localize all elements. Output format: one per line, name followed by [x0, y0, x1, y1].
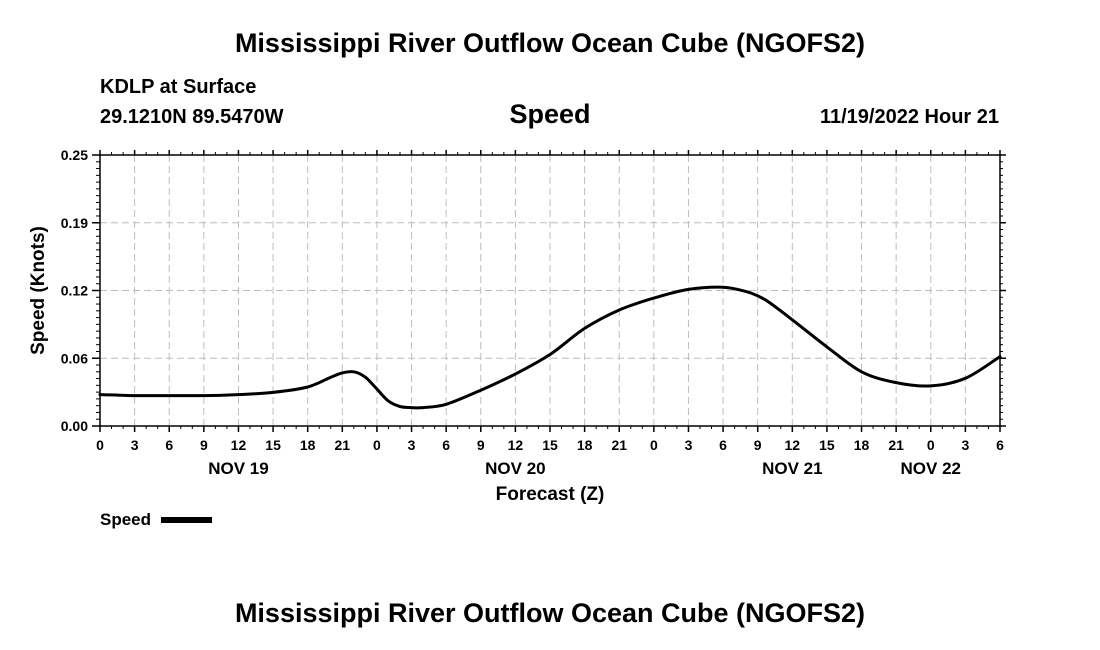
x-tick-label: 9 [200, 437, 208, 453]
axis-labels: 0 3 6 9 12 15 18 21 0 3 6 9 12 15 18 21 0 3 6 9 12 15 18 21 0 3 6 0… [28, 147, 1004, 505]
x-tick-label: 15 [265, 437, 281, 453]
x-tick-label: 18 [300, 437, 316, 453]
x-tick-label: 3 [408, 437, 416, 453]
x-tick-label: 6 [719, 437, 727, 453]
y-tick-label: 0.19 [61, 215, 88, 231]
x-tick-label: 21 [611, 437, 627, 453]
date-label: NOV 21 [762, 459, 822, 478]
date-label: NOV 20 [485, 459, 545, 478]
y-axis-title: Speed (Knots) [28, 226, 49, 355]
axes [92, 150, 1006, 432]
x-axis-title: Forecast (Z) [496, 484, 605, 505]
x-tick-label: 0 [373, 437, 381, 453]
x-tick-label: 3 [685, 437, 693, 453]
legend-label: Speed [100, 510, 152, 529]
series-line-speed [98, 285, 1002, 410]
series [98, 285, 1002, 410]
x-tick-label: 12 [508, 437, 524, 453]
y-tick-label: 0.25 [61, 147, 88, 163]
x-tick-label: 18 [854, 437, 870, 453]
y-tick-label: 0.06 [61, 350, 88, 366]
x-tick-label: 3 [961, 437, 969, 453]
x-tick-label: 15 [542, 437, 558, 453]
legend-swatch-speed [161, 517, 212, 523]
date-label: NOV 22 [901, 459, 961, 478]
x-tick-label: 0 [650, 437, 658, 453]
station-coordinates: 29.1210N 89.5470W [100, 106, 284, 128]
x-tick-label: 6 [996, 437, 1004, 453]
x-tick-label: 0 [96, 437, 104, 453]
x-tick-label: 9 [477, 437, 485, 453]
x-tick-label: 0 [927, 437, 935, 453]
x-tick-label: 21 [335, 437, 351, 453]
plot-frame [99, 154, 1001, 427]
y-tick-label: 0.00 [61, 418, 88, 434]
date-label: NOV 19 [208, 459, 268, 478]
panel-title: Speed [509, 99, 591, 129]
x-tick-label: 21 [888, 437, 904, 453]
x-tick-label: 6 [165, 437, 173, 453]
grid [100, 155, 1000, 426]
chart-main-title: Mississippi River Outflow Ocean Cube (NG… [234, 28, 866, 58]
y-tick-label: 0.12 [61, 283, 88, 299]
x-tick-label: 18 [577, 437, 593, 453]
x-tick-label: 12 [231, 437, 247, 453]
station-label: KDLP at Surface [100, 76, 257, 98]
x-tick-label: 3 [131, 437, 139, 453]
footer-title: Mississippi River Outflow Ocean Cube (NG… [234, 598, 866, 628]
x-tick-label: 9 [754, 437, 762, 453]
x-tick-label: 12 [785, 437, 801, 453]
x-tick-label: 15 [819, 437, 835, 453]
forecast-datetime: 11/19/2022 Hour 21 [819, 106, 999, 128]
x-tick-label: 6 [442, 437, 450, 453]
